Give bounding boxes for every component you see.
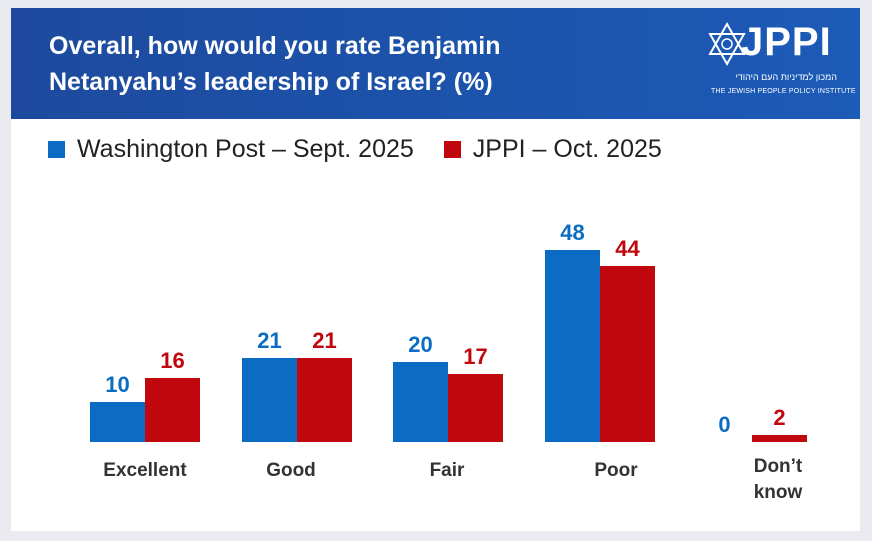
bar-fair-series-1 xyxy=(393,362,448,442)
data-label-poor-series-2: 44 xyxy=(615,236,640,261)
chart-title-line-1: Overall, how would you rate Benjamin xyxy=(49,32,501,60)
bar-good-series-1 xyxy=(242,358,297,442)
bar-excellent-series-2 xyxy=(145,378,200,442)
category-label-poor: Poor xyxy=(594,460,638,481)
data-label-good-series-2: 21 xyxy=(312,328,336,353)
category-label-good: Good xyxy=(266,460,316,481)
chart-card: Overall, how would you rate Benjamin Net… xyxy=(11,8,860,531)
legend-item-jppi: JPPI – Oct. 2025 xyxy=(443,134,662,164)
bar-don-t-know-series-2 xyxy=(752,435,807,442)
chart-title: Overall, how would you rate Benjamin Net… xyxy=(49,28,649,100)
data-label-excellent-series-2: 16 xyxy=(160,348,184,373)
chart-legend: Washington Post – Sept. 2025 JPPI – Oct.… xyxy=(48,133,692,165)
logo-hebrew-name: המכון למדיניות העם היהודי xyxy=(735,72,837,82)
data-label-fair-series-2: 17 xyxy=(463,344,487,369)
legend-swatch-red xyxy=(443,140,461,158)
bar-poor-series-2 xyxy=(600,266,655,442)
legend-swatch-blue xyxy=(48,140,65,158)
category-label-don-t-know: Don’t know xyxy=(754,456,803,503)
bar-good-series-2 xyxy=(297,358,352,442)
data-label-good-series-1: 21 xyxy=(257,328,281,353)
star-of-david-icon xyxy=(708,21,746,67)
data-label-don-t-know-series-1: 0 xyxy=(718,412,730,437)
title-banner: Overall, how would you rate Benjamin Net… xyxy=(11,8,860,119)
legend-item-washington-post: Washington Post – Sept. 2025 xyxy=(48,135,414,164)
category-label-excellent: Excellent xyxy=(103,460,187,481)
logo-wordmark: JPPI xyxy=(741,20,832,64)
data-label-fair-series-1: 20 xyxy=(408,332,432,357)
category-label-fair: Fair xyxy=(430,460,465,481)
chart-title-line-2: Netanyahu’s leadership of Israel? (%) xyxy=(49,68,493,96)
logo-english-name: THE JEWISH PEOPLE POLICY INSTITUTE xyxy=(711,88,856,95)
bar-excellent-series-1 xyxy=(90,402,145,442)
bar-poor-series-1 xyxy=(545,250,600,442)
data-label-poor-series-1: 48 xyxy=(560,220,584,245)
data-label-excellent-series-1: 10 xyxy=(105,372,129,397)
data-label-don-t-know-series-2: 2 xyxy=(773,405,785,430)
legend-label-jppi: JPPI – Oct. 2025 xyxy=(472,134,662,163)
jppi-logo: JPPI המכון למדיניות העם היהודי THE JEWIS… xyxy=(703,20,856,110)
bar-fair-series-2 xyxy=(448,374,503,442)
legend-label-washington-post: Washington Post – Sept. 2025 xyxy=(77,134,414,163)
